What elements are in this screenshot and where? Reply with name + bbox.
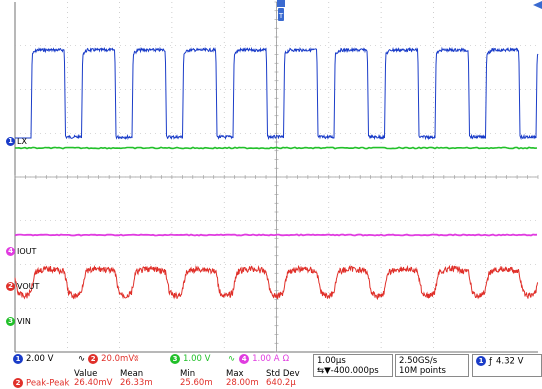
acquisition-box[interactable]: 2.50GS/s 10M points bbox=[395, 354, 469, 377]
ch2-scale-badge: 2 bbox=[88, 353, 99, 364]
meas-max: 28.00m bbox=[226, 378, 259, 388]
trigger-slope-icon: ƒ bbox=[489, 356, 492, 367]
meas-channel-badge: 2 bbox=[13, 378, 23, 388]
ch3-scale[interactable]: 3 1.00 V bbox=[170, 353, 210, 365]
ch4-label: IOUT bbox=[17, 247, 37, 256]
lx-trace bbox=[15, 46, 539, 141]
ch4-impedance-icon: Ω bbox=[282, 354, 290, 364]
ch2-marker[interactable]: 2 bbox=[6, 282, 15, 291]
ch3-label: VIN bbox=[17, 317, 31, 326]
ch3-scale-value: 1.00 V bbox=[183, 354, 211, 364]
timebase-scale: 1.00µs bbox=[317, 356, 346, 366]
timebase-position: ⇆▼-400.000ps bbox=[317, 366, 379, 376]
ch3-scale-badge: 3 bbox=[170, 353, 180, 364]
trigger-position-marker[interactable]: T bbox=[277, 0, 285, 21]
trigger-level-arrow[interactable] bbox=[533, 1, 542, 9]
meas-stddev: 640.2µ bbox=[266, 378, 296, 388]
ch2-scale[interactable]: ∿ 2 20.0mVʬ bbox=[78, 353, 139, 365]
ch4-scale-badge: 4 bbox=[239, 353, 250, 364]
ch1-scale-value: 2.00 V bbox=[26, 354, 54, 364]
record-length: 10M points bbox=[399, 366, 446, 376]
meas-header-stddev: Std Dev bbox=[266, 369, 300, 379]
ch4-scale-value: 1.00 A bbox=[252, 354, 280, 364]
ch1-label: LX bbox=[17, 137, 27, 146]
trigger-marker-letter: T bbox=[278, 12, 284, 20]
trigger-box[interactable]: 1 ƒ 4.32 V bbox=[472, 354, 542, 377]
trigger-source-badge: 1 bbox=[476, 356, 486, 366]
vout-trace bbox=[14, 264, 539, 301]
trigger-level: 4.32 V bbox=[496, 356, 524, 367]
ch2-label: VOUT bbox=[17, 282, 40, 291]
ch2-coupling-icon: ∿ bbox=[78, 354, 86, 364]
graticule-grid bbox=[14, 1, 539, 353]
ch2-scale-value: 20.0mV bbox=[101, 354, 135, 364]
ch4-marker[interactable]: 4 bbox=[6, 247, 15, 256]
sample-rate: 2.50GS/s bbox=[399, 356, 438, 366]
ch3-marker[interactable]: 3 bbox=[6, 317, 15, 326]
meas-header-max: Max bbox=[226, 369, 244, 379]
ch1-scale-badge: 1 bbox=[13, 353, 23, 364]
meas-value: 26.40mV bbox=[74, 378, 113, 388]
meas-min: 25.60m bbox=[180, 378, 213, 388]
vin-trace bbox=[14, 146, 538, 150]
ch2-bandwidth-icon: ʬ bbox=[134, 354, 139, 364]
ch1-marker[interactable]: 1 bbox=[6, 137, 15, 146]
iout-trace bbox=[14, 233, 538, 237]
ch4-coupling-icon: ∿ bbox=[228, 354, 236, 364]
meas-header-value: Value bbox=[74, 369, 98, 379]
meas-header-min: Min bbox=[180, 369, 196, 379]
timebase-box[interactable]: 1.00µs ⇆▼-400.000ps bbox=[313, 354, 393, 377]
meas-mean: 26.33m bbox=[120, 378, 153, 388]
meas-name: Peak-Peak bbox=[26, 378, 70, 389]
meas-row[interactable]: 2 Peak-Peak bbox=[13, 378, 69, 389]
meas-header-mean: Mean bbox=[120, 369, 144, 379]
ch1-scale[interactable]: 1 2.00 V bbox=[13, 353, 53, 365]
